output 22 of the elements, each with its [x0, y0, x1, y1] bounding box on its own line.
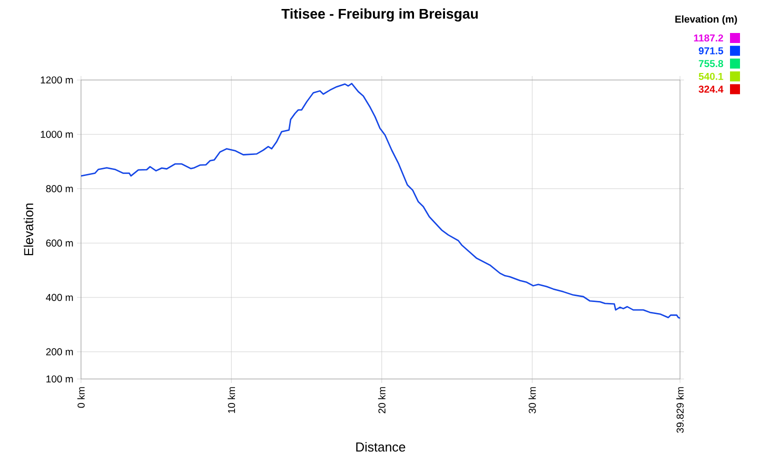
y-tick-label: 200 m — [46, 348, 73, 356]
color-bar-label: 324.4 — [698, 86, 724, 93]
color-bar-label: 540.1 — [698, 72, 724, 80]
color-bar-title: Elevation (m) — [675, 15, 737, 25]
y-tick-label: 100 m — [46, 375, 73, 383]
x-tick-label: 20 km — [378, 387, 386, 414]
x-tick-label: 0 km — [77, 387, 85, 408]
y-tick-label: 400 m — [46, 294, 73, 301]
y-tick-label: 1200 m — [40, 76, 73, 84]
x-axis-title: Distance — [356, 442, 406, 452]
y-tick-label: 1000 m — [40, 130, 73, 138]
color-bar-label: 1187.2 — [694, 34, 724, 42]
x-tick-label: 39.829 km — [676, 387, 684, 433]
color-bar-label: 755.8 — [698, 60, 724, 68]
y-tick-label: 800 m — [46, 185, 73, 192]
chart-title: Titisee - Freiburg im Breisgau — [281, 8, 478, 22]
y-tick-label: 600 m — [46, 240, 73, 247]
color-bar-label: 971.5 — [698, 47, 724, 54]
x-tick-label: 30 km — [528, 387, 536, 414]
y-axis-title: Elevation — [24, 204, 34, 256]
line-series — [81, 82, 680, 319]
x-tick-label: 10 km — [228, 387, 236, 413]
